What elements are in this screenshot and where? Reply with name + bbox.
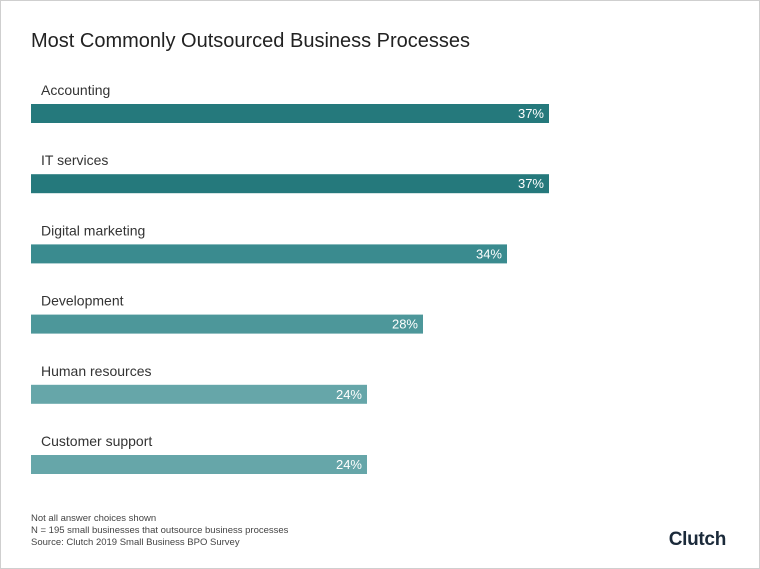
value-label: 28% bbox=[392, 317, 418, 332]
value-label: 37% bbox=[518, 176, 544, 191]
chart-notes: Not all answer choices shown N = 195 sma… bbox=[31, 513, 288, 549]
category-label: IT services bbox=[41, 152, 108, 168]
note-sample-size: N = 195 small businesses that outsource … bbox=[31, 525, 289, 536]
category-label: Human resources bbox=[41, 363, 152, 379]
category-label: Customer support bbox=[41, 433, 152, 449]
category-label: Development bbox=[41, 293, 124, 309]
chart-title: Most Commonly Outsourced Business Proces… bbox=[31, 30, 471, 52]
value-label: 37% bbox=[518, 106, 544, 121]
value-label: 24% bbox=[336, 387, 362, 402]
bar bbox=[31, 174, 549, 194]
value-label: 24% bbox=[336, 457, 362, 472]
bar bbox=[31, 384, 367, 404]
note-answer-choices: Not all answer choices shown bbox=[31, 513, 157, 524]
category-label: Digital marketing bbox=[41, 222, 145, 238]
bar bbox=[31, 455, 367, 474]
clutch-logo: Clutch bbox=[668, 529, 727, 551]
clutch-logo-text: Clutch bbox=[668, 529, 727, 550]
category-label: Accounting bbox=[41, 82, 110, 98]
note-source: Source: Clutch 2019 Small Business BPO S… bbox=[31, 537, 240, 548]
bar bbox=[31, 314, 423, 334]
bar bbox=[31, 104, 549, 123]
value-label: 34% bbox=[476, 246, 502, 261]
bar bbox=[31, 244, 507, 264]
